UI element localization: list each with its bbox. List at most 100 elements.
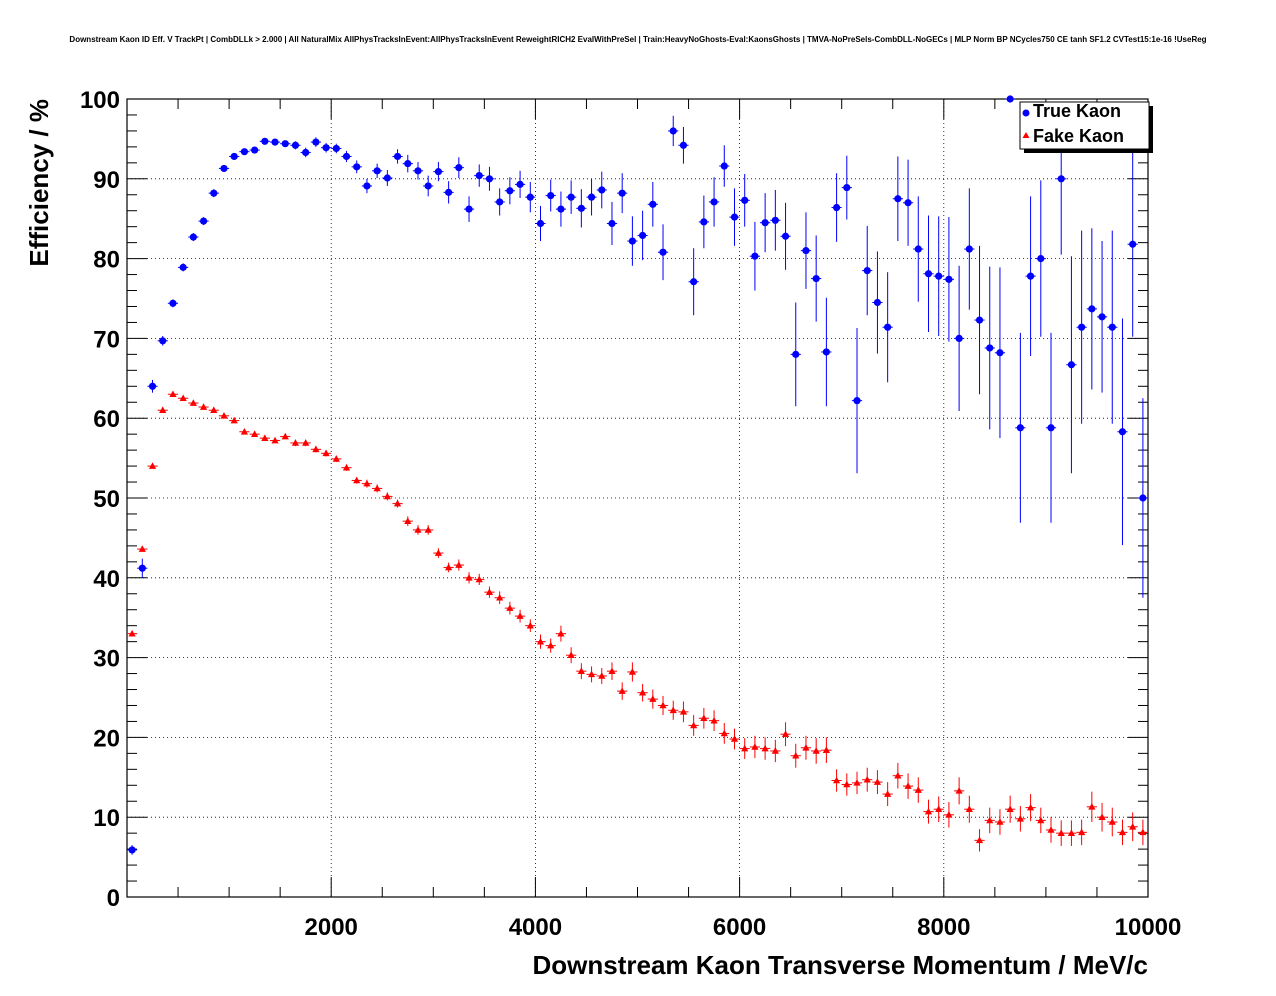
y-tick-label: 30 xyxy=(93,646,120,673)
point-marker xyxy=(1047,826,1055,833)
point-marker xyxy=(730,213,739,221)
point-marker xyxy=(567,193,575,201)
point-marker xyxy=(945,275,953,283)
data-point xyxy=(698,707,709,729)
point-marker xyxy=(414,167,422,175)
point-marker xyxy=(496,198,504,206)
data-point xyxy=(1096,241,1108,393)
point-marker xyxy=(710,716,718,724)
data-point xyxy=(964,188,975,310)
x-axis-label: Downstream Kaon Transverse Momentum / Me… xyxy=(532,950,1148,980)
point-marker xyxy=(424,526,432,533)
point-marker xyxy=(138,545,146,552)
point-marker xyxy=(353,163,361,171)
y-axis-label: Efficiency / % xyxy=(24,99,54,267)
data-point xyxy=(290,141,301,150)
point-marker xyxy=(210,189,218,197)
point-marker xyxy=(547,641,555,649)
point-marker xyxy=(353,476,361,484)
point-marker xyxy=(230,416,238,424)
data-point xyxy=(341,463,352,471)
data-point xyxy=(872,770,883,795)
data-point xyxy=(300,439,311,447)
point-marker xyxy=(1057,829,1065,836)
data-point xyxy=(188,233,199,242)
data-point xyxy=(463,196,475,222)
data-point xyxy=(698,195,709,249)
data-point xyxy=(494,591,505,605)
data-point xyxy=(1066,820,1077,846)
point-marker xyxy=(322,144,330,152)
legend-box xyxy=(1019,101,1150,150)
point-marker xyxy=(1129,240,1137,248)
point-marker xyxy=(679,141,688,149)
point-marker xyxy=(924,270,933,278)
point-marker xyxy=(455,164,463,172)
data-point xyxy=(1137,819,1148,846)
data-point xyxy=(545,179,556,212)
point-marker xyxy=(771,747,779,754)
point-marker xyxy=(587,193,596,201)
data-point xyxy=(617,173,628,214)
point-marker xyxy=(965,805,973,813)
point-marker xyxy=(781,232,790,240)
point-marker xyxy=(302,148,310,157)
data-point xyxy=(1025,196,1036,356)
data-point xyxy=(1045,817,1057,843)
data-point xyxy=(310,445,321,453)
data-point xyxy=(954,777,965,805)
data-point xyxy=(862,225,873,316)
point-marker xyxy=(159,406,167,414)
point-marker xyxy=(1129,822,1137,830)
data-point xyxy=(412,162,424,180)
point-marker xyxy=(516,180,524,188)
point-marker xyxy=(618,687,626,694)
data-point xyxy=(494,188,505,216)
point-marker xyxy=(179,263,187,271)
data-point xyxy=(239,427,250,435)
y-tick-label: 40 xyxy=(93,566,120,593)
data-point xyxy=(770,189,781,251)
point-marker xyxy=(455,561,463,568)
data-point xyxy=(341,150,352,163)
data-point xyxy=(902,159,914,246)
point-marker xyxy=(679,708,688,715)
point-marker xyxy=(485,175,494,183)
point-marker xyxy=(730,735,739,742)
data-point xyxy=(300,147,311,158)
data-point xyxy=(504,177,515,205)
data-point xyxy=(851,328,863,474)
point-marker xyxy=(465,205,473,213)
point-marker xyxy=(577,667,585,674)
data-point xyxy=(535,634,546,649)
point-marker xyxy=(1108,323,1116,331)
data-point xyxy=(137,545,148,552)
data-point xyxy=(688,248,699,316)
data-point xyxy=(433,548,444,558)
data-point xyxy=(708,177,720,227)
point-marker xyxy=(598,186,606,194)
point-marker xyxy=(496,593,504,601)
data-series xyxy=(127,95,1148,855)
point-marker xyxy=(251,146,259,154)
data-point xyxy=(229,152,240,161)
point-marker xyxy=(393,152,402,161)
point-marker xyxy=(1139,828,1147,836)
point-marker xyxy=(904,199,912,207)
data-point xyxy=(320,142,332,153)
data-point xyxy=(760,193,771,253)
point-marker xyxy=(904,782,912,789)
data-point xyxy=(811,235,822,322)
data-point xyxy=(1045,332,1057,523)
data-point xyxy=(1137,398,1148,598)
point-marker xyxy=(332,144,340,153)
data-point xyxy=(637,210,648,261)
data-point xyxy=(1066,256,1077,474)
data-point xyxy=(280,140,291,148)
data-point xyxy=(668,115,679,147)
point-marker xyxy=(148,462,157,469)
point-marker xyxy=(1067,829,1076,836)
point-marker xyxy=(199,217,208,225)
point-marker xyxy=(291,439,300,446)
data-point xyxy=(596,171,607,209)
